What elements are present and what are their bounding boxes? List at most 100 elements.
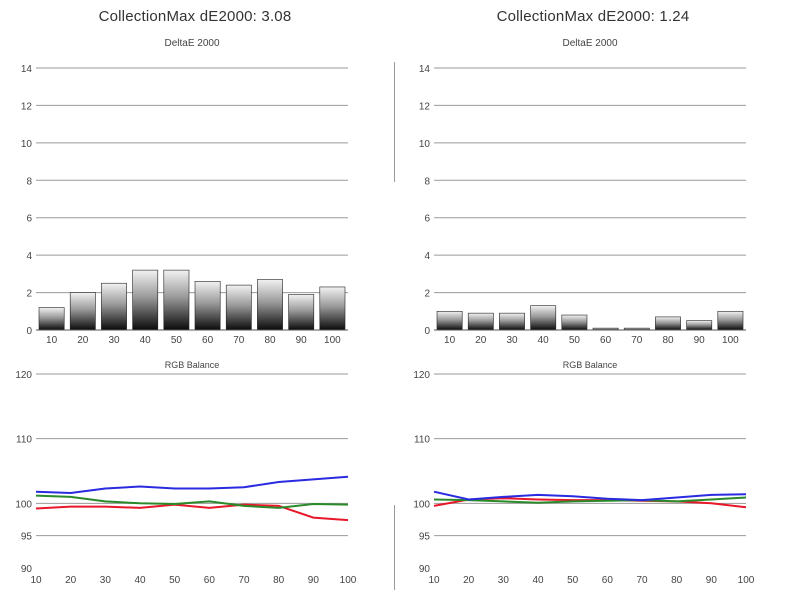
left-deltae-bar-60 xyxy=(194,281,221,331)
left-deltae-ytick-label: 0 xyxy=(26,326,32,337)
right-deltae-xtick-label: 10 xyxy=(444,335,456,346)
right-rgb-xtick-label: 60 xyxy=(602,575,614,586)
right-rgb-xtick-label: 90 xyxy=(706,575,718,586)
right-panel: CollectionMax dE2000: 1.24 DeltaE 2000 0 2… xyxy=(398,0,788,590)
left-deltae-bar-20 xyxy=(69,292,96,331)
left-deltae-bar-80 xyxy=(257,279,283,331)
left-deltae-bar-100 xyxy=(319,286,346,331)
left-deltae-xtick-label: 100 xyxy=(324,335,341,346)
left-panel-title: CollectionMax dE2000: 3.08 xyxy=(98,8,292,25)
left-deltae-ytick-label: 14 xyxy=(21,64,33,75)
right-deltae-ytick-label: 14 xyxy=(419,64,431,75)
left-rgb-xtick-label: 80 xyxy=(273,575,285,586)
left-deltae-xtick-label: 30 xyxy=(108,335,120,346)
right-deltae-ytick-label: 2 xyxy=(424,289,430,300)
right-deltae-bar-50 xyxy=(561,314,588,331)
right-deltae-xtick-label: 30 xyxy=(506,335,518,346)
panel-divider-top xyxy=(394,62,395,182)
right-deltae-bar-30 xyxy=(499,312,525,331)
left-deltae-ytick-label: 8 xyxy=(26,176,32,187)
left-rgb-xtick-label: 20 xyxy=(65,575,77,586)
left-deltae-ytick-label: 12 xyxy=(21,101,33,112)
right-deltae-bar-90 xyxy=(686,320,713,331)
right-deltae-ytick-label: 10 xyxy=(419,139,431,150)
right-rgb-xtick-label: 100 xyxy=(738,575,755,586)
left-deltae-subtitle: DeltaE 2000 xyxy=(164,38,219,49)
left-deltae-bar-40 xyxy=(132,269,159,331)
right-deltae-xtick-label: 80 xyxy=(662,335,674,346)
left-rgb-xtick-label: 60 xyxy=(204,575,216,586)
right-deltae-xtick-label: 60 xyxy=(600,335,612,346)
left-rgb-red-line xyxy=(35,503,349,522)
right-rgb-xtick-label: 20 xyxy=(463,575,475,586)
right-deltae-ytick-label: 6 xyxy=(424,214,430,225)
right-deltae-bar-40 xyxy=(530,305,557,331)
right-deltae-ytick-label: 0 xyxy=(424,326,430,337)
left-deltae-bar-30 xyxy=(101,282,127,331)
right-rgb-ytick-label: 120 xyxy=(413,370,430,381)
left-rgb-xtick-label: 100 xyxy=(340,575,357,586)
left-deltae-xtick-label: 20 xyxy=(77,335,89,346)
left-deltae-xtick-label: 40 xyxy=(140,335,152,346)
right-deltae-xtick-label: 100 xyxy=(722,335,739,346)
left-deltae-ytick-label: 4 xyxy=(26,251,32,262)
right-rgb-green-line xyxy=(433,496,747,504)
right-rgb-xtick-label: 30 xyxy=(498,575,510,586)
right-rgb-xtick-label: 80 xyxy=(671,575,683,586)
right-panel-title: CollectionMax dE2000: 1.24 xyxy=(496,8,690,25)
right-rgb-xtick-label: 10 xyxy=(428,575,440,586)
left-deltae-ytick-label: 6 xyxy=(26,214,32,225)
left-rgb-xtick-label: 10 xyxy=(30,575,42,586)
right-rgb-ytick-label: 90 xyxy=(419,564,431,575)
right-deltae-ytick-label: 4 xyxy=(424,251,430,262)
right-deltae-bar-20 xyxy=(467,312,494,331)
left-rgb-xtick-label: 70 xyxy=(238,575,250,586)
left-rgb-ytick-label: 90 xyxy=(21,564,33,575)
left-rgb-xtick-label: 40 xyxy=(134,575,146,586)
left-deltae-ytick-label: 2 xyxy=(26,289,32,300)
left-rgb-balance-chart: RGB Balance 90 95 100 110 120 10 20 30 40 50 60 70 80… xyxy=(15,360,357,586)
left-deltae-xtick-label: 70 xyxy=(233,335,245,346)
left-rgb-ytick-label: 100 xyxy=(15,499,32,510)
left-deltae-xtick-label: 60 xyxy=(202,335,214,346)
left-deltae-xtick-label: 80 xyxy=(264,335,276,346)
left-rgb-ytick-label: 95 xyxy=(21,532,33,543)
right-deltae-xtick-label: 40 xyxy=(538,335,550,346)
left-deltae-bar-50 xyxy=(163,269,190,331)
right-deltae-bar-100 xyxy=(717,310,744,331)
left-rgb-xtick-label: 90 xyxy=(308,575,320,586)
left-rgb-xtick-label: 50 xyxy=(169,575,181,586)
left-rgb-ytick-label: 120 xyxy=(15,370,32,381)
right-deltae-ytick-label: 12 xyxy=(419,101,431,112)
left-deltae-xtick-label: 10 xyxy=(46,335,58,346)
right-rgb-blue-line xyxy=(433,490,747,502)
left-rgb-subtitle: RGB Balance xyxy=(165,360,220,370)
right-deltae-ytick-label: 8 xyxy=(424,176,430,187)
right-deltae-chart: DeltaE 2000 0 2 4 6 8 10 12 14 10 20 30 40 50 60 70 80 90… xyxy=(419,38,746,346)
right-rgb-ytick-label: 110 xyxy=(414,435,430,446)
right-rgb-xtick-label: 70 xyxy=(636,575,648,586)
right-rgb-balance-chart: RGB Balance 90 95 100 110 120 10 20 30 40 50 60 70 80… xyxy=(413,360,755,586)
left-rgb-blue-line xyxy=(35,475,349,495)
left-deltae-bar-90 xyxy=(288,294,315,331)
right-rgb-xtick-label: 50 xyxy=(567,575,579,586)
left-deltae-chart: DeltaE 2000 0 2 4 6 8 10 12 14 10 20 30 40 50 60 70 80 90… xyxy=(21,38,348,346)
left-deltae-xtick-label: 90 xyxy=(296,335,308,346)
right-deltae-subtitle: DeltaE 2000 xyxy=(562,38,617,49)
left-deltae-bar-70 xyxy=(225,284,252,331)
right-deltae-xtick-label: 90 xyxy=(694,335,706,346)
right-deltae-bar-10 xyxy=(436,310,463,331)
left-rgb-xtick-label: 30 xyxy=(100,575,112,586)
right-rgb-ytick-label: 100 xyxy=(413,499,430,510)
right-rgb-ytick-label: 95 xyxy=(419,532,431,543)
left-rgb-green-line xyxy=(35,494,349,509)
right-rgb-subtitle: RGB Balance xyxy=(563,360,618,370)
right-deltae-xtick-label: 20 xyxy=(475,335,487,346)
left-deltae-ytick-label: 10 xyxy=(21,139,33,150)
left-panel: CollectionMax dE2000: 3.08 DeltaE 2000 0 2… xyxy=(0,0,390,590)
right-rgb-xtick-label: 40 xyxy=(532,575,544,586)
right-deltae-xtick-label: 70 xyxy=(631,335,643,346)
left-deltae-bar-10 xyxy=(38,307,65,331)
right-deltae-xtick-label: 50 xyxy=(569,335,581,346)
panel-divider-bottom xyxy=(394,505,395,590)
